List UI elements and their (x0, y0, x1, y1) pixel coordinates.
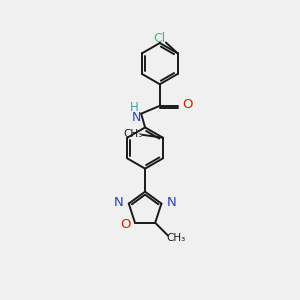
Text: Cl: Cl (153, 32, 165, 45)
Text: H: H (130, 101, 139, 114)
Text: N: N (114, 196, 124, 209)
Text: N: N (132, 111, 141, 124)
Text: O: O (120, 218, 130, 231)
Text: CH₃: CH₃ (166, 233, 185, 244)
Text: N: N (167, 196, 176, 209)
Text: O: O (182, 98, 193, 111)
Text: CH₃: CH₃ (123, 129, 142, 139)
